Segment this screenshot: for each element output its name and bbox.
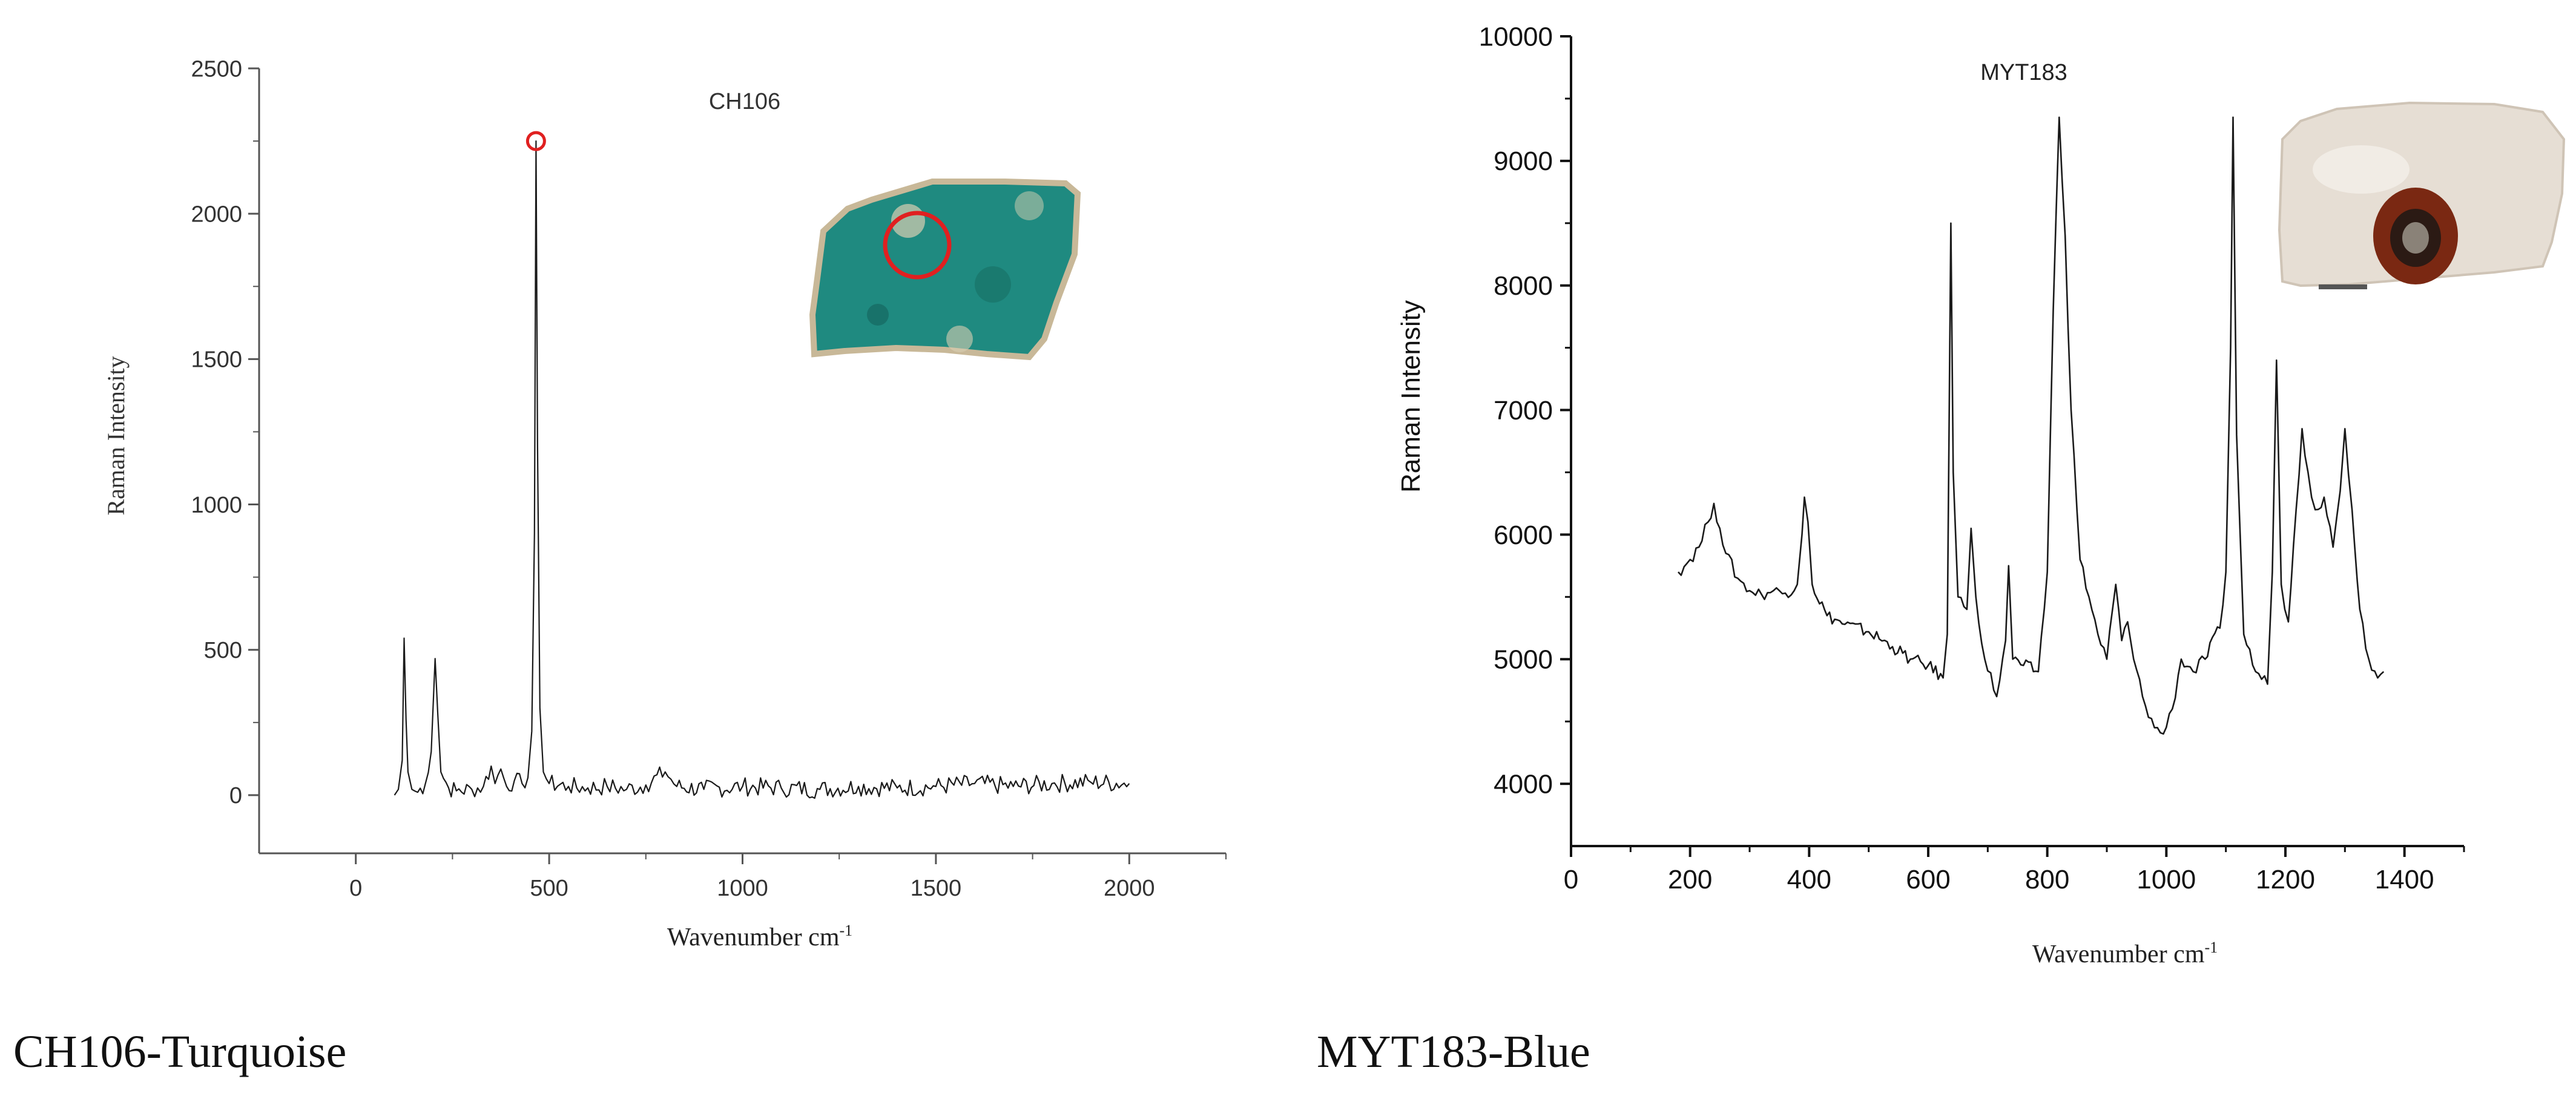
ch106-inset-photo	[809, 179, 1081, 361]
ch106-spectrum-line	[394, 140, 1130, 799]
ch106-x-tick-label: 0	[349, 876, 362, 901]
myt183-y-tick-label: 7000	[1494, 396, 1553, 425]
caption-myt183: MYT183-Blue	[1317, 1026, 1590, 1077]
ch106-chart-title: CH106	[709, 89, 780, 114]
myt183-axes: 4000 5000 6000 7000 8000 9000 10000 0 200 400 600 8…	[1479, 22, 2465, 894]
ch106-x-tick-label: 2000	[1104, 876, 1155, 901]
ch106-y-tick-label: 500	[204, 638, 242, 663]
myt183-x-tick-label: 600	[1906, 865, 1950, 894]
ch106-plot-area	[394, 131, 1130, 799]
ch106-y-tick-label: 2500	[191, 56, 242, 82]
myt183-x-axis-title: Wavenumber cm-1	[2032, 939, 2218, 968]
myt183-inset-photo	[2278, 101, 2566, 289]
ch106-y-tick-label: 1500	[191, 347, 242, 373]
myt183-plot-area	[1678, 116, 2385, 735]
myt183-x-tick-label: 1200	[2256, 865, 2315, 894]
myt183-x-tick-label: 400	[1787, 865, 1831, 894]
ch106-peak-marker	[525, 131, 546, 151]
ch106-axes: 0 500 1000 1500 2000 2500 0 500 1000 1500 2000	[191, 56, 1227, 901]
ch106-y-tick-label: 2000	[191, 202, 242, 227]
myt183-y-tick-label: 5000	[1494, 645, 1553, 675]
myt183-y-axis-title: Raman Intensity	[1396, 300, 1426, 493]
chart-myt183: 4000 5000 6000 7000 8000 9000 10000 0 200 400 600 8…	[1396, 22, 2566, 968]
myt183-y-tick-label: 4000	[1494, 769, 1553, 799]
ch106-x-tick-label: 1000	[717, 876, 768, 901]
myt183-y-tick-label: 9000	[1494, 146, 1553, 176]
myt183-x-tick-label: 1400	[2375, 865, 2434, 894]
myt183-x-tick-label: 1000	[2136, 865, 2196, 894]
chart-ch106: 0 500 1000 1500 2000 2500 0 500 1000 1500 2000 CH1…	[102, 56, 1227, 951]
myt183-chart-title: MYT183	[1980, 60, 2067, 85]
myt183-y-tick-label: 6000	[1494, 520, 1553, 550]
myt183-x-tick-label: 800	[2025, 865, 2069, 894]
caption-ch106: CH106-Turquoise	[13, 1026, 347, 1077]
ch106-x-axis-title: Wavenumber cm-1	[667, 922, 852, 951]
ch106-y-axis-title: Raman Intensity	[102, 356, 130, 515]
myt183-x-tick-label: 0	[1564, 865, 1578, 894]
myt183-x-tick-label: 200	[1668, 865, 1712, 894]
ch106-y-tick-label: 0	[229, 783, 242, 809]
myt183-y-tick-label: 8000	[1494, 271, 1553, 301]
ch106-y-tick-label: 1000	[191, 493, 242, 518]
sample-point-marker	[883, 211, 952, 280]
ch106-x-tick-label: 500	[530, 876, 568, 901]
myt183-y-tick-label: 10000	[1479, 22, 1553, 51]
myt183-spectrum-line	[1678, 116, 2385, 735]
ch106-x-tick-label: 1500	[911, 876, 962, 901]
